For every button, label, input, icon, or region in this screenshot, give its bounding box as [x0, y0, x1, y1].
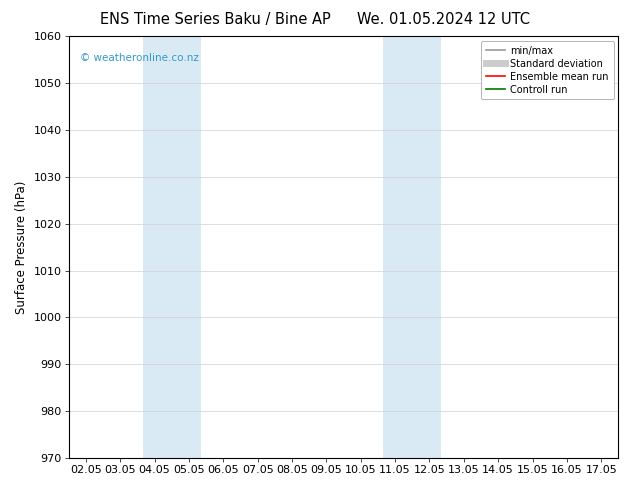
Y-axis label: Surface Pressure (hPa): Surface Pressure (hPa) — [15, 180, 28, 314]
Legend: min/max, Standard deviation, Ensemble mean run, Controll run: min/max, Standard deviation, Ensemble me… — [481, 41, 614, 99]
Bar — [383, 36, 441, 458]
Bar — [143, 36, 201, 458]
Text: We. 01.05.2024 12 UTC: We. 01.05.2024 12 UTC — [358, 12, 530, 27]
Text: © weatheronline.co.nz: © weatheronline.co.nz — [80, 53, 198, 63]
Text: ENS Time Series Baku / Bine AP: ENS Time Series Baku / Bine AP — [100, 12, 331, 27]
